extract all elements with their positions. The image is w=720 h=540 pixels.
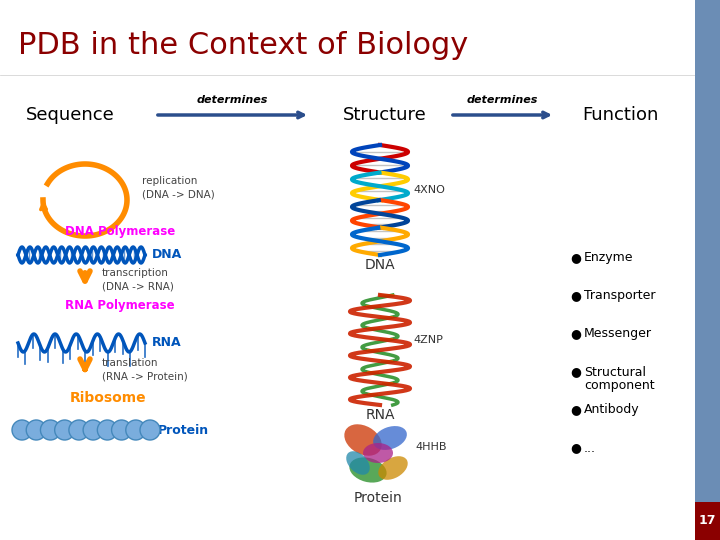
- Text: Structure: Structure: [343, 106, 427, 124]
- Text: Antibody: Antibody: [584, 403, 639, 416]
- Text: RNA Polymerase: RNA Polymerase: [65, 299, 175, 312]
- Text: Protein: Protein: [354, 491, 402, 505]
- Text: 4XNO: 4XNO: [413, 185, 445, 195]
- Ellipse shape: [349, 457, 387, 483]
- Text: DNA: DNA: [152, 248, 182, 261]
- Text: RNA: RNA: [152, 336, 181, 349]
- Circle shape: [26, 420, 46, 440]
- Text: translation
(RNA -> Protein): translation (RNA -> Protein): [102, 359, 188, 382]
- Text: determines: determines: [197, 95, 268, 105]
- Text: component: component: [584, 380, 654, 393]
- Bar: [695, 0, 720, 540]
- Text: Messenger: Messenger: [584, 327, 652, 341]
- Circle shape: [12, 420, 32, 440]
- Ellipse shape: [373, 426, 407, 450]
- Circle shape: [83, 420, 103, 440]
- Ellipse shape: [346, 451, 370, 475]
- Text: Enzyme: Enzyme: [584, 252, 634, 265]
- Text: Protein: Protein: [158, 423, 209, 436]
- Text: Sequence: Sequence: [26, 106, 114, 124]
- Bar: [695, 502, 720, 540]
- Text: Transporter: Transporter: [584, 289, 655, 302]
- Text: ●: ●: [570, 442, 581, 455]
- Circle shape: [40, 420, 60, 440]
- Text: 4ZNP: 4ZNP: [413, 335, 443, 345]
- Text: 4HHB: 4HHB: [415, 442, 446, 452]
- Text: transcription
(DNA -> RNA): transcription (DNA -> RNA): [102, 268, 174, 292]
- Text: PDB in the Context of Biology: PDB in the Context of Biology: [18, 30, 468, 59]
- Text: RNA: RNA: [365, 408, 395, 422]
- Text: replication
(DNA -> DNA): replication (DNA -> DNA): [142, 177, 215, 200]
- Text: Function: Function: [582, 106, 658, 124]
- Text: Structural: Structural: [584, 366, 646, 379]
- Ellipse shape: [378, 456, 408, 480]
- Text: ●: ●: [570, 289, 581, 302]
- Ellipse shape: [344, 424, 382, 456]
- Circle shape: [140, 420, 160, 440]
- Circle shape: [97, 420, 117, 440]
- Ellipse shape: [363, 443, 393, 463]
- Text: ●: ●: [570, 252, 581, 265]
- Text: DNA: DNA: [365, 258, 395, 272]
- Circle shape: [69, 420, 89, 440]
- Text: ●: ●: [570, 327, 581, 341]
- Text: DNA Polymerase: DNA Polymerase: [65, 226, 175, 239]
- Text: ...: ...: [584, 442, 596, 455]
- Text: ●: ●: [570, 366, 581, 379]
- Text: Ribosome: Ribosome: [70, 391, 147, 405]
- Circle shape: [126, 420, 145, 440]
- Text: determines: determines: [467, 95, 538, 105]
- Circle shape: [55, 420, 75, 440]
- Circle shape: [112, 420, 132, 440]
- Text: ●: ●: [570, 403, 581, 416]
- Text: 17: 17: [698, 515, 716, 528]
